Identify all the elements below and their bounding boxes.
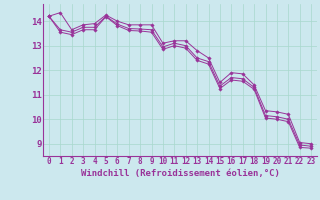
X-axis label: Windchill (Refroidissement éolien,°C): Windchill (Refroidissement éolien,°C) <box>81 169 279 178</box>
